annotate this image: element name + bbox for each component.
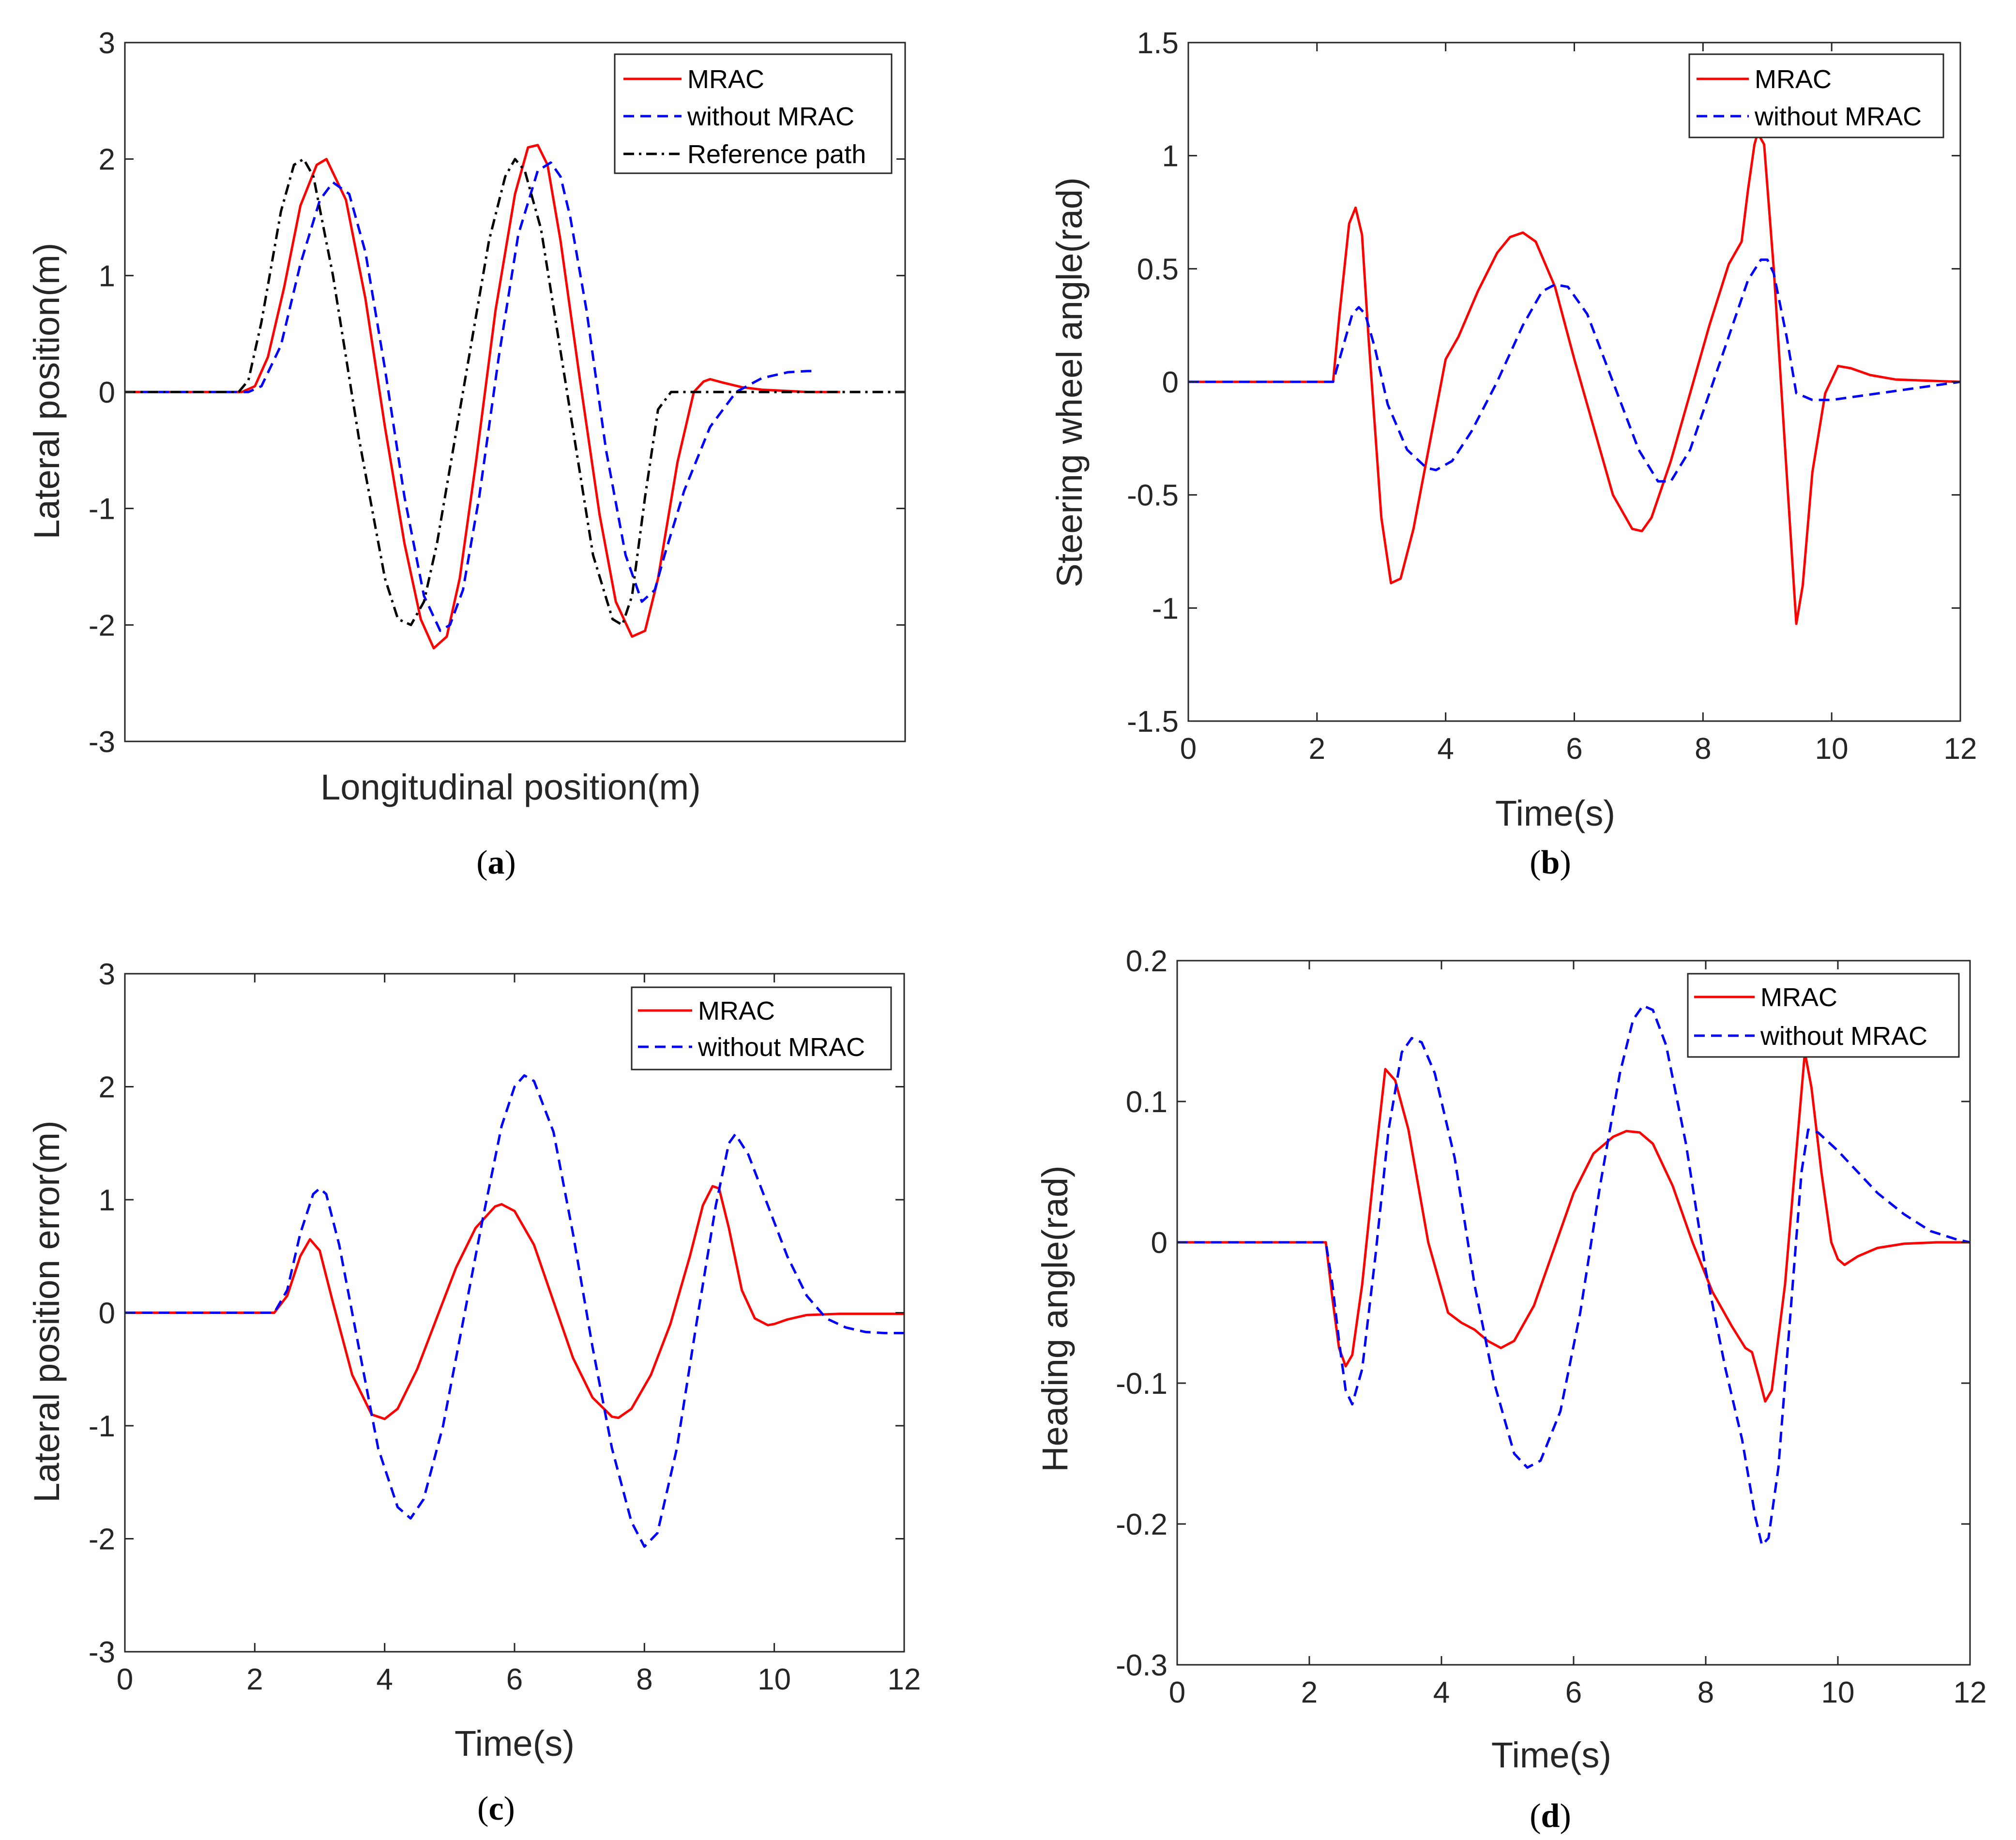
xtick-label-d-2: 4	[1433, 1676, 1450, 1709]
legend-label-reference-a: Reference path	[687, 140, 866, 169]
series-reference-a	[125, 158, 905, 626]
xtick-label-b-1: 2	[1309, 732, 1325, 766]
series-without-mrac-d	[1177, 1004, 1970, 1547]
xlabel-c: Time(s)	[455, 1723, 575, 1764]
xlabel-a: Longitudinal position(m)	[320, 767, 701, 807]
caption-letter-b: b	[1541, 844, 1560, 881]
ytick-label-d-1: -0.2	[1116, 1508, 1167, 1541]
series-without-mrac-b	[1188, 258, 1960, 483]
ylabel-d: Heading angle(rad)	[1035, 1165, 1075, 1472]
legend-label-mrac-c: MRAC	[698, 996, 775, 1026]
legend-a: MRAC without MRAC Reference path	[614, 53, 893, 174]
ytick-label-c-4: 1	[99, 1184, 115, 1217]
xtick-label-d-0: 0	[1169, 1676, 1185, 1709]
ylabel-c: Lateral position error(m)	[27, 1120, 67, 1503]
xtick-label-c-3: 6	[506, 1663, 523, 1696]
series-mrac-b	[1188, 132, 1960, 625]
xtick-label-c-2: 4	[376, 1663, 393, 1696]
series-mrac-d	[1177, 1051, 1970, 1403]
legend-label-mrac-a: MRAC	[687, 65, 764, 94]
ytick-label-d-0: -0.3	[1116, 1649, 1167, 1682]
ytick-label-a-5: 2	[99, 143, 115, 177]
xtick-label-c-5: 10	[758, 1663, 791, 1696]
legend-label-mrac-d: MRAC	[1760, 983, 1837, 1012]
xtick-label-c-4: 8	[636, 1663, 652, 1696]
ylabel-a: Lateral position(m)	[27, 243, 67, 540]
ytick-label-c-3: 0	[99, 1297, 115, 1330]
ytick-label-a-3: 0	[99, 376, 115, 409]
legend-box-a	[614, 53, 893, 174]
xtick-label-d-6: 12	[1954, 1676, 1987, 1709]
ytick-label-c-0: -3	[89, 1636, 115, 1669]
ylabel-b: Steering wheel angle(rad)	[1049, 177, 1090, 587]
series-without-mrac-c	[125, 1074, 904, 1548]
legend-label-mrac-b: MRAC	[1755, 65, 1832, 94]
panel-a: -3 -2 -1 0 1 2 3 Longitudinal position(m) Late…	[27, 27, 906, 881]
xtick-label-b-5: 10	[1815, 732, 1849, 766]
xtick-label-c-0: 0	[117, 1663, 133, 1696]
legend-b: MRAC without MRAC	[1688, 53, 1944, 138]
caption-b: (b)	[1530, 844, 1571, 881]
legend-label-without-mrac-c: without MRAC	[697, 1033, 865, 1062]
ytick-label-a-2: -1	[89, 493, 115, 526]
ytick-label-b-1: -1	[1152, 592, 1179, 625]
ytick-label-b-6: 1.5	[1137, 27, 1179, 60]
ytick-label-a-4: 1	[99, 259, 115, 293]
ytick-label-d-3: 0	[1151, 1226, 1167, 1260]
ytick-label-a-6: 3	[99, 27, 115, 60]
legend-box-d	[1687, 973, 1960, 1058]
legend-label-without-mrac-a: without MRAC	[687, 102, 854, 131]
series-mrac-c	[125, 1185, 904, 1420]
xtick-label-c-6: 12	[888, 1663, 921, 1696]
xlabel-d: Time(s)	[1491, 1735, 1611, 1775]
legend-c: MRAC without MRAC	[631, 986, 892, 1071]
xtick-label-b-2: 4	[1437, 732, 1454, 766]
ytick-label-b-5: 1	[1162, 140, 1179, 173]
caption-letter-d: d	[1541, 1797, 1560, 1835]
legend-label-without-mrac-b: without MRAC	[1754, 102, 1922, 131]
caption-letter-c: c	[488, 1790, 503, 1827]
xlabel-b: Time(s)	[1495, 793, 1615, 833]
xtick-label-b-6: 12	[1944, 732, 1977, 766]
xtick-label-d-3: 6	[1565, 1676, 1582, 1709]
legend-label-without-mrac-d: without MRAC	[1760, 1022, 1927, 1051]
ytick-label-c-6: 3	[99, 958, 115, 991]
series-without-mrac-a	[125, 161, 818, 632]
plot-area-d	[1177, 961, 1970, 1665]
ytick-label-b-3: 0	[1162, 366, 1179, 399]
xtick-label-d-1: 2	[1301, 1676, 1318, 1709]
xtick-label-b-0: 0	[1180, 732, 1197, 766]
ytick-label-a-0: -3	[89, 725, 115, 759]
ytick-label-b-2: -0.5	[1127, 479, 1179, 513]
xtick-label-b-3: 6	[1566, 732, 1582, 766]
ytick-label-a-1: -2	[89, 609, 115, 642]
ytick-label-d-4: 0.1	[1126, 1086, 1167, 1119]
series-mrac-a	[125, 144, 840, 649]
panel-d: -0.3 -0.2 -0.1 0 0.1 0.2 0 2 4 6 8 10 12 Time(s) Hea…	[1035, 945, 1986, 1835]
legend-box-b	[1688, 53, 1944, 138]
caption-a: (a)	[476, 844, 516, 881]
caption-letter-a: a	[488, 844, 505, 881]
caption-d: (d)	[1530, 1797, 1571, 1835]
xtick-label-b-4: 8	[1695, 732, 1711, 766]
xtick-label-d-4: 8	[1698, 1676, 1714, 1709]
caption-c: (c)	[477, 1790, 515, 1827]
ytick-label-c-2: -1	[89, 1410, 115, 1443]
ytick-label-d-5: 0.2	[1126, 945, 1167, 978]
legend-d: MRAC without MRAC	[1687, 973, 1960, 1058]
legend-box-c	[631, 986, 892, 1071]
ytick-label-c-1: -2	[89, 1523, 115, 1556]
ytick-label-d-2: -0.1	[1116, 1367, 1167, 1401]
ytick-label-c-5: 2	[99, 1071, 115, 1104]
xtick-label-c-1: 2	[246, 1663, 263, 1696]
ytick-label-b-4: 0.5	[1137, 253, 1179, 286]
panel-b: -1.5 -1 -0.5 0 0.5 1 1.5 0 2 4 6 8 10 12 Time(s) Stee…	[1049, 27, 1977, 881]
xtick-label-d-5: 10	[1821, 1676, 1855, 1709]
ytick-label-b-0: -1.5	[1127, 705, 1179, 739]
